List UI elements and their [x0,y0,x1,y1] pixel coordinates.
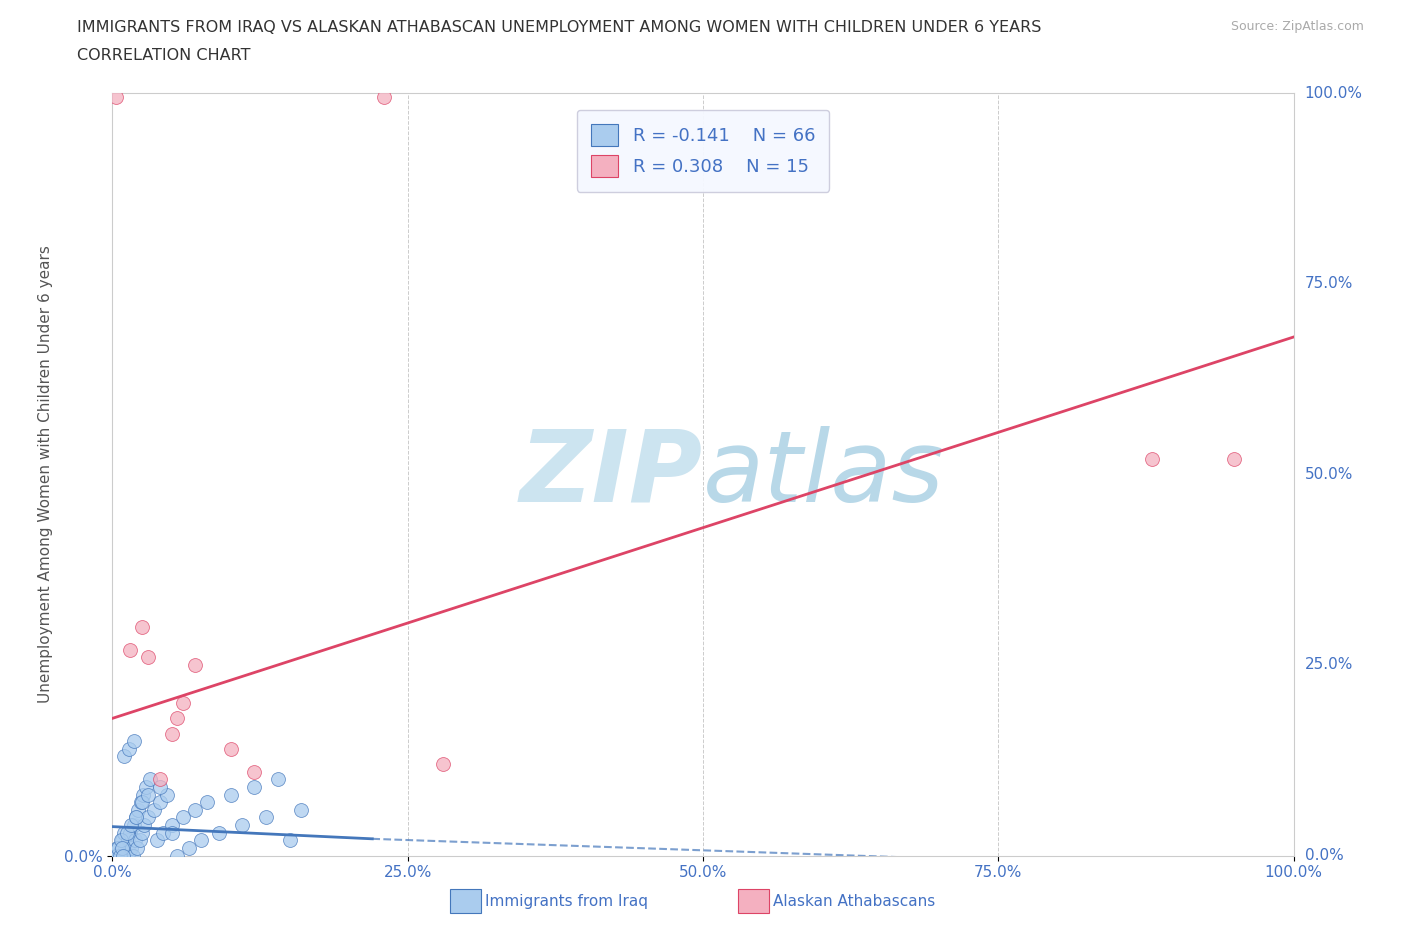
Text: 50.0%: 50.0% [1305,467,1353,482]
Point [120,817,142,832]
Point [184,803,207,817]
Point [149,772,172,787]
Text: atlas: atlas [703,426,945,523]
Point [129,795,152,810]
Point [118,844,141,859]
Point [112,848,135,863]
Text: 25.0%: 25.0% [1305,658,1353,672]
Text: ZIP: ZIP [520,426,703,523]
Point [105,848,128,863]
Point [135,779,157,794]
Point [120,841,142,856]
Point [190,833,212,848]
Point [290,803,312,817]
Point [136,650,159,665]
Point [112,749,135,764]
Point [219,787,242,802]
Point [111,833,134,848]
Point [184,658,207,672]
Point [114,841,136,856]
Point [127,841,149,856]
Point [373,89,395,104]
Point [118,741,141,756]
Point [179,841,201,856]
Point [136,787,159,802]
Point [160,726,183,741]
Point [128,833,150,848]
Point [121,848,143,863]
Point [107,848,129,863]
Point [166,711,188,725]
Point [107,841,129,856]
Point [432,757,454,772]
Point [152,825,174,840]
Point [112,848,135,863]
Point [117,833,139,848]
Point [231,817,253,832]
Point [108,844,131,859]
Point [136,810,159,825]
Point [115,825,138,840]
Text: 75.0%: 75.0% [1305,276,1353,291]
Point [112,825,135,840]
Point [160,817,183,832]
Point [111,841,134,856]
Point [267,772,290,787]
Point [110,848,132,863]
Point [131,619,153,634]
Text: Immigrants from Iraq: Immigrants from Iraq [485,894,648,909]
Text: 100.0%: 100.0% [1305,86,1362,100]
Text: Source: ZipAtlas.com: Source: ZipAtlas.com [1230,20,1364,33]
Point [1140,452,1163,467]
Text: CORRELATION CHART: CORRELATION CHART [77,48,250,63]
Point [166,848,188,863]
Text: 0.0%: 0.0% [1305,848,1343,863]
Point [115,848,138,863]
Point [124,833,146,848]
Point [134,817,156,832]
Point [120,643,142,658]
Point [278,833,301,848]
Point [172,696,194,711]
Point [122,817,145,832]
Text: Alaskan Athabascans: Alaskan Athabascans [773,894,935,909]
Point [105,89,128,104]
Point [131,795,153,810]
Point [195,795,218,810]
Point [172,810,194,825]
Y-axis label: Unemployment Among Women with Children Under 6 years: Unemployment Among Women with Children U… [38,246,53,703]
Point [149,795,172,810]
Point [127,803,149,817]
Point [139,772,162,787]
Point [142,803,165,817]
Point [160,825,183,840]
Point [149,779,172,794]
Point [243,764,266,779]
Point [146,833,169,848]
Point [110,833,132,848]
Point [108,848,131,863]
Point [156,787,179,802]
Point [254,810,277,825]
Point [131,825,153,840]
Point [1223,452,1246,467]
Legend: R = -0.141    N = 66, R = 0.308    N = 15: R = -0.141 N = 66, R = 0.308 N = 15 [576,110,830,192]
Point [105,848,128,863]
Point [219,741,242,756]
Text: IMMIGRANTS FROM IRAQ VS ALASKAN ATHABASCAN UNEMPLOYMENT AMONG WOMEN WITH CHILDRE: IMMIGRANTS FROM IRAQ VS ALASKAN ATHABASC… [77,20,1042,35]
Point [125,810,148,825]
Point [132,787,155,802]
Point [105,848,128,863]
Point [243,779,266,794]
Point [120,825,142,840]
Point [125,810,148,825]
Point [112,844,135,859]
Point [208,825,231,840]
Point [105,841,128,856]
Point [122,734,145,749]
